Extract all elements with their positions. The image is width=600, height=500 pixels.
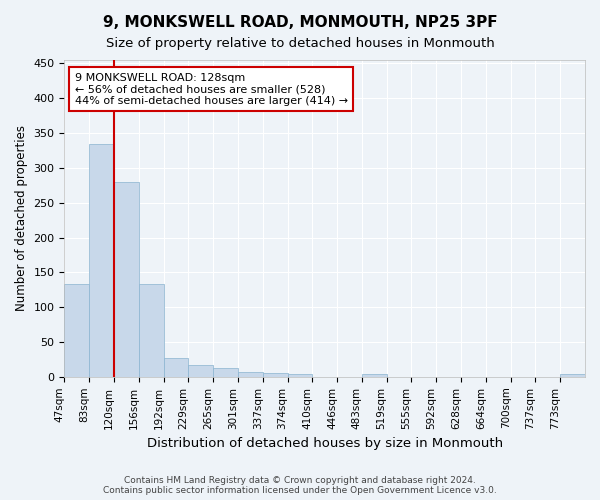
Bar — [139, 284, 164, 377]
Bar — [362, 374, 386, 377]
Bar — [560, 374, 585, 377]
X-axis label: Distribution of detached houses by size in Monmouth: Distribution of detached houses by size … — [146, 437, 503, 450]
Text: 9 MONKSWELL ROAD: 128sqm
← 56% of detached houses are smaller (528)
44% of semi-: 9 MONKSWELL ROAD: 128sqm ← 56% of detach… — [75, 72, 348, 106]
Bar — [213, 368, 238, 377]
Y-axis label: Number of detached properties: Number of detached properties — [15, 126, 28, 312]
Text: Size of property relative to detached houses in Monmouth: Size of property relative to detached ho… — [106, 38, 494, 51]
Bar — [238, 372, 263, 377]
Bar — [263, 374, 287, 377]
Bar — [188, 365, 213, 377]
Bar — [64, 284, 89, 377]
Bar — [287, 374, 313, 377]
Bar — [114, 182, 139, 377]
Bar — [164, 358, 188, 377]
Text: Contains HM Land Registry data © Crown copyright and database right 2024.
Contai: Contains HM Land Registry data © Crown c… — [103, 476, 497, 495]
Text: 9, MONKSWELL ROAD, MONMOUTH, NP25 3PF: 9, MONKSWELL ROAD, MONMOUTH, NP25 3PF — [103, 15, 497, 30]
Bar — [89, 144, 114, 377]
